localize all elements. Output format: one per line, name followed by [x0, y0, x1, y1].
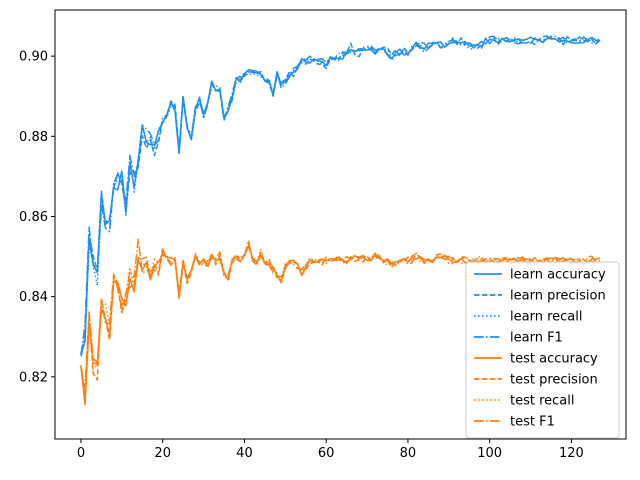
series-line-test-f1 — [80, 238, 601, 389]
y-tick-label: 0.90 — [19, 50, 48, 65]
legend-label: learn F1 — [510, 331, 563, 346]
legend-label: test F1 — [510, 415, 555, 430]
legend-label: learn accuracy — [510, 268, 606, 283]
x-tick-label: 80 — [400, 446, 417, 461]
x-tick-label: 40 — [236, 446, 253, 461]
x-tick-label: 120 — [559, 446, 584, 461]
x-tick-label: 0 — [77, 446, 85, 461]
y-axis: 0.82 0.84 0.86 0.88 0.90 — [19, 50, 55, 385]
y-tick-label: 0.86 — [19, 210, 48, 225]
x-tick-label: 20 — [154, 446, 171, 461]
y-tick-label: 0.84 — [19, 290, 48, 305]
x-tick-label: 60 — [318, 446, 335, 461]
y-tick-label: 0.82 — [19, 370, 48, 385]
legend-box — [465, 261, 620, 439]
x-axis: 0 20 40 60 80 100 120 — [77, 439, 584, 461]
series-line-learn-f1 — [80, 35, 601, 355]
legend-label: test precision — [510, 373, 598, 388]
legend-label: test recall — [510, 394, 575, 409]
plot-frame — [54, 9, 627, 440]
legend-label: learn precision — [510, 289, 606, 304]
y-tick-label: 0.88 — [19, 130, 48, 145]
series-line-learn-precision — [80, 35, 601, 357]
x-tick-label: 100 — [477, 446, 502, 461]
series-layer — [80, 35, 601, 406]
legend-label: learn recall — [510, 310, 582, 325]
legend: learn accuracy learn precision learn recal… — [465, 261, 620, 439]
legend-label: test accuracy — [510, 352, 598, 367]
